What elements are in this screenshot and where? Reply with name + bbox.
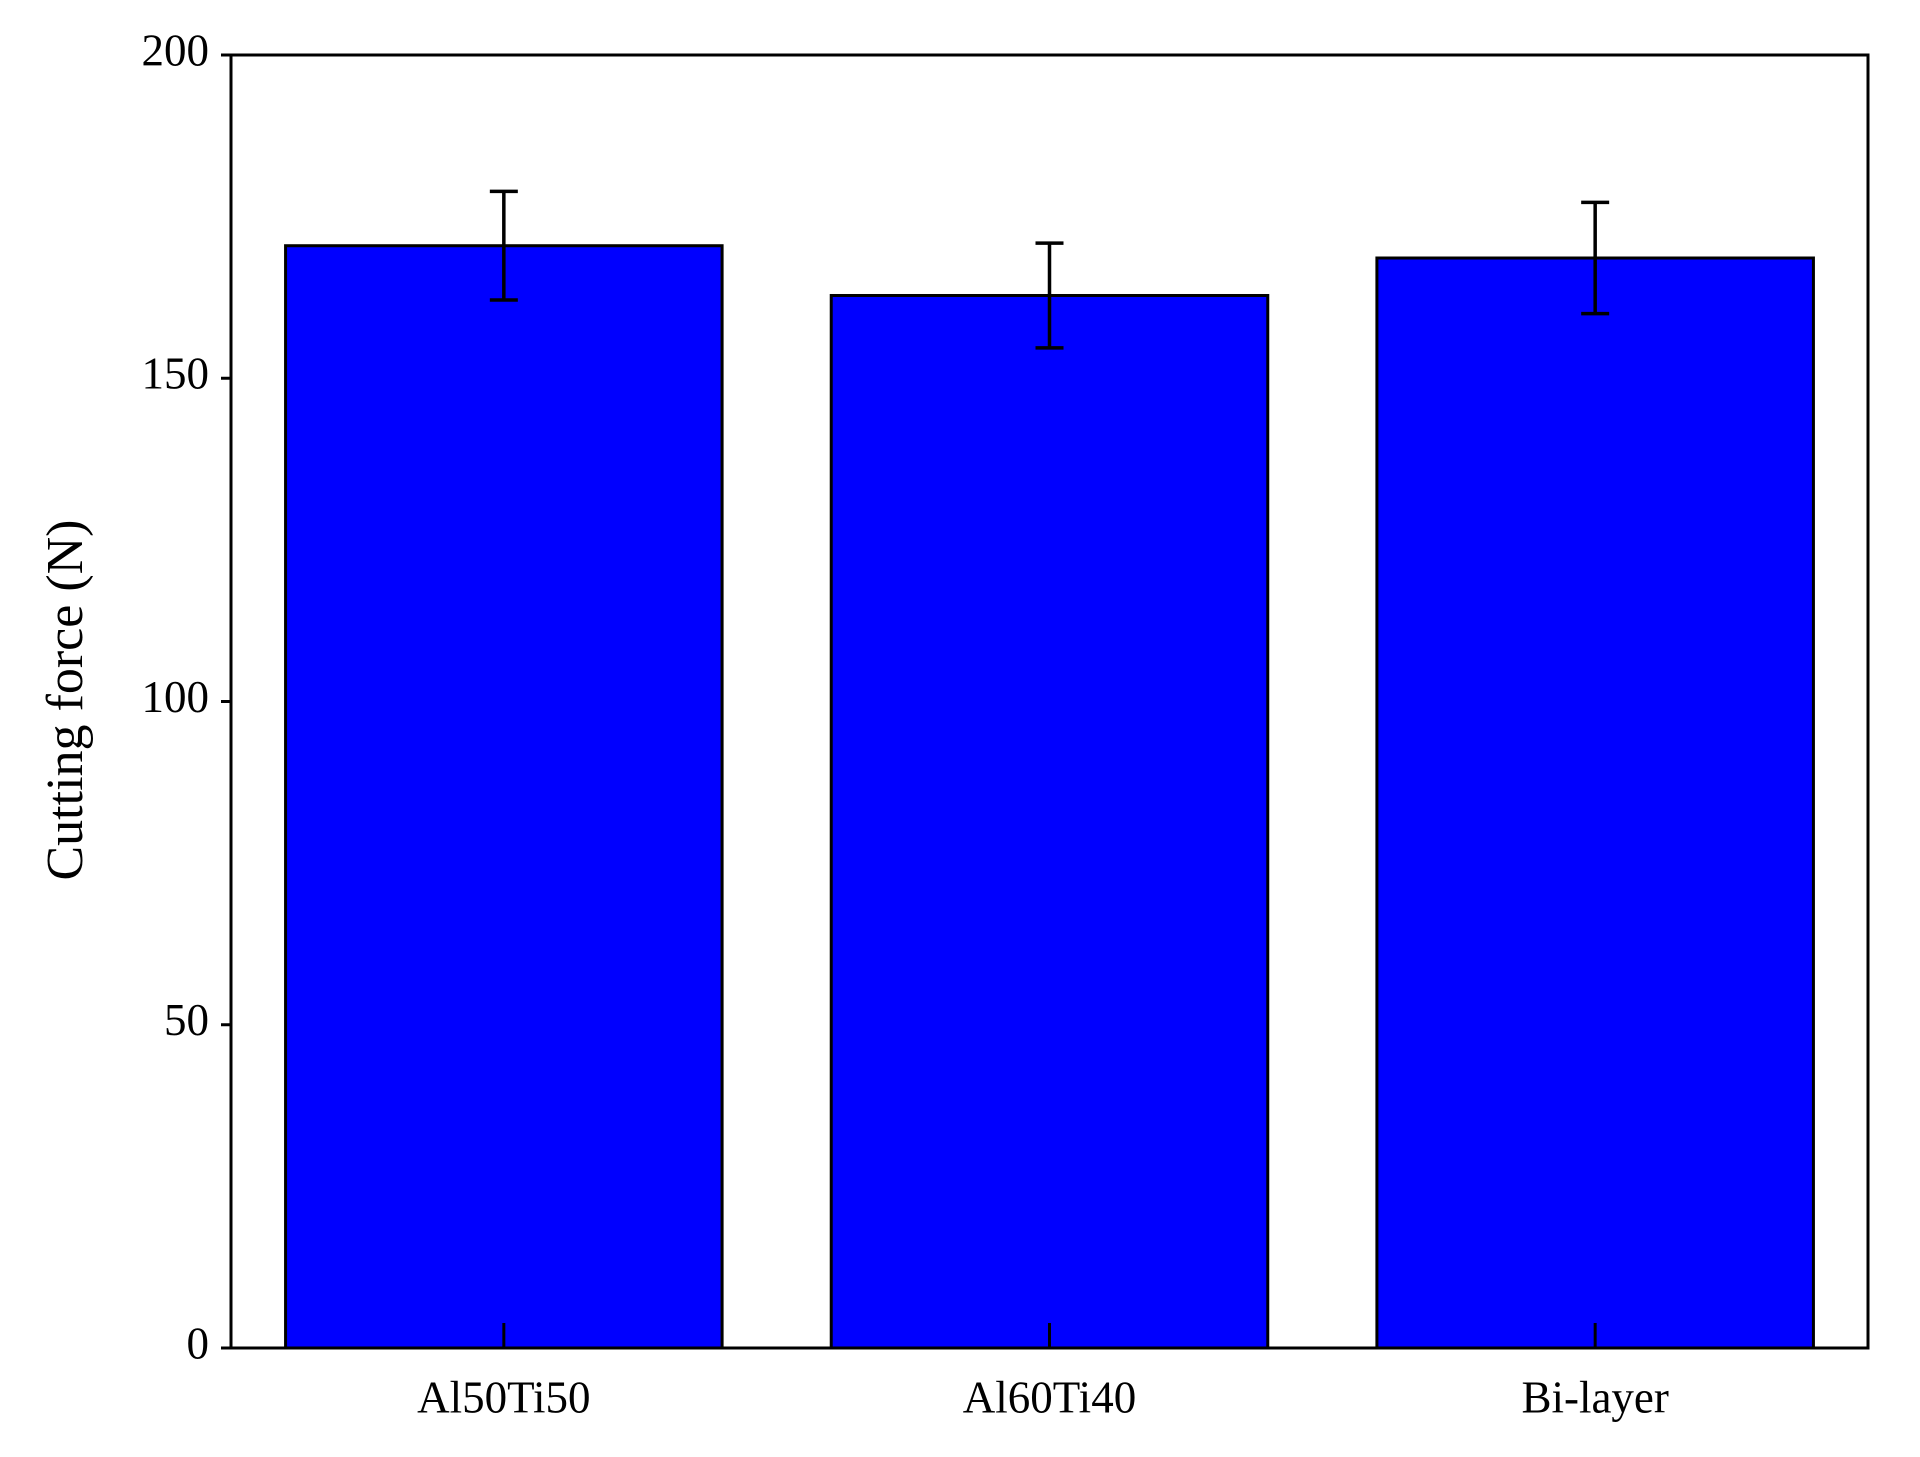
y-tick-label: 200 [142,25,210,75]
y-tick-label: 0 [187,1318,210,1368]
bar [1375,256,1815,1350]
x-tick-label: Bi-layer [1521,1372,1668,1422]
y-axis-label: Cutting force (N) [37,519,94,880]
y-tick-label: 50 [164,995,209,1045]
y-tick-label: 150 [142,349,210,399]
bar [284,244,724,1350]
plot-frame [229,53,1870,1350]
x-tick-label: Al60Ti40 [963,1372,1136,1422]
y-tick-label: 100 [142,672,210,722]
bar [829,293,1270,1350]
x-tick-label: Al50Ti50 [417,1372,590,1422]
